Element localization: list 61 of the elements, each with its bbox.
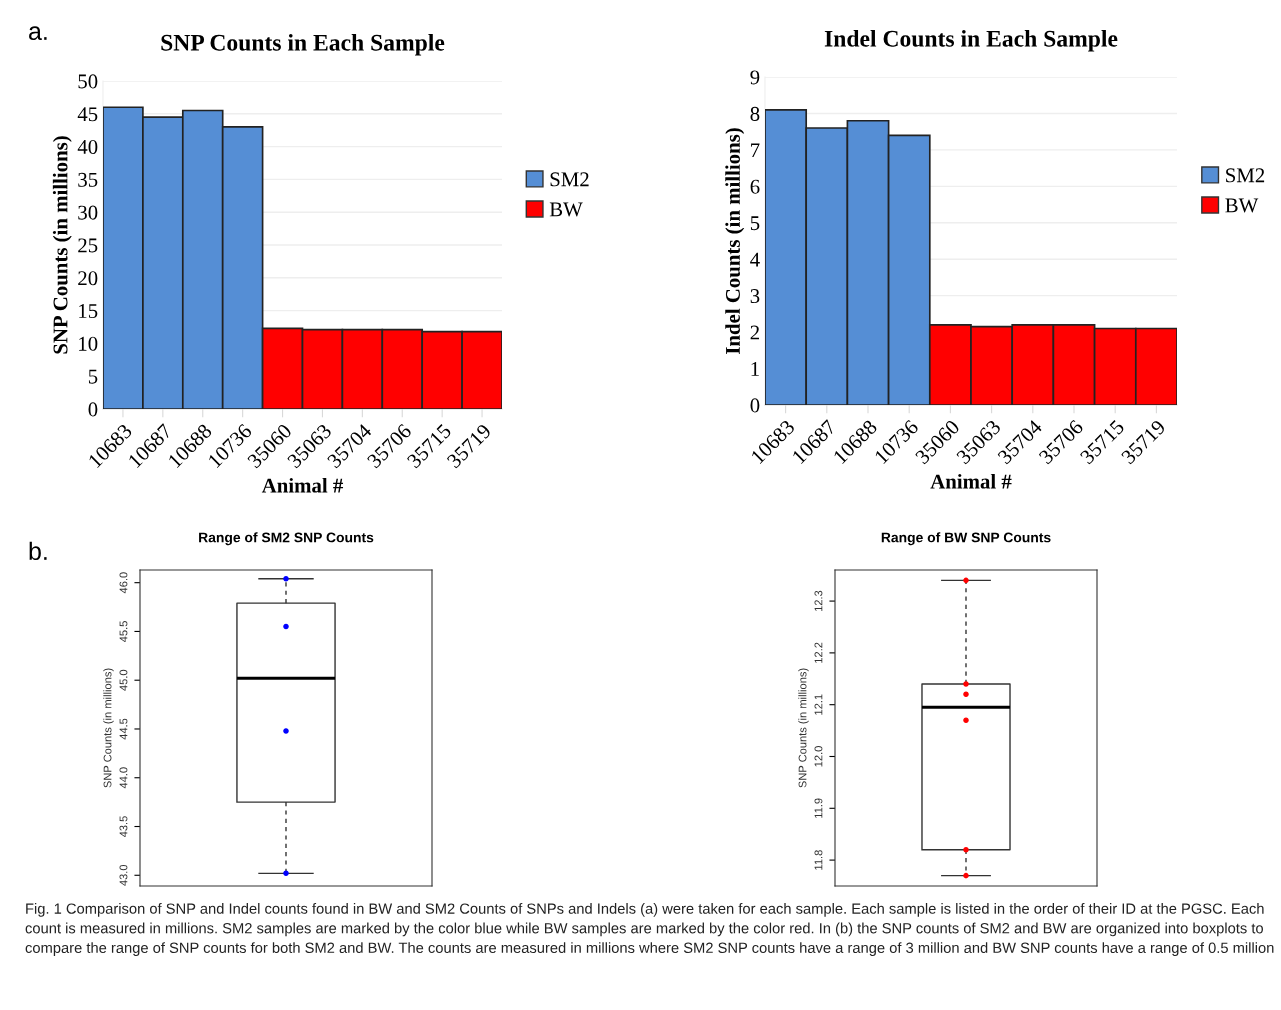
y-tick-label: 30 — [78, 205, 98, 220]
chart-title: Indel Counts in Each Sample — [824, 30, 1118, 52]
chart-title: Range of SM2 SNP Counts — [199, 532, 374, 546]
legend-label: SM2 — [550, 172, 589, 187]
point — [963, 846, 969, 853]
y-tick-label: 2 — [750, 325, 759, 340]
y-tick-label: 50 — [78, 74, 98, 89]
y-tick-label: 12.3 — [814, 590, 823, 612]
point — [283, 870, 289, 877]
y-tick-label: 8 — [750, 106, 760, 121]
chart-title: Range of BW SNP Counts — [881, 532, 1051, 546]
legend-label: BW — [1225, 198, 1259, 213]
y-tick-label: 40 — [77, 139, 98, 155]
legend-label: SM2 — [1226, 168, 1265, 183]
legend-label: BW — [549, 202, 583, 217]
y-tick-label: 15 — [79, 304, 98, 319]
y-axis-title: Indel Counts (in millions) — [725, 128, 745, 355]
y-tick-label: 12.0 — [814, 746, 823, 767]
y-tick-label: 20 — [78, 271, 98, 286]
point — [283, 728, 289, 734]
y-tick-label: 6 — [750, 179, 760, 194]
y-tick-label: 3 — [750, 289, 760, 304]
y-tick-label: 43.5 — [119, 816, 128, 838]
y-tick-label: 46.0 — [119, 572, 128, 594]
point — [283, 575, 289, 582]
y-tick-label: 0 — [750, 398, 760, 413]
y-tick-label: 11.8 — [814, 850, 823, 870]
chart-title: SNP Counts in Each Sample — [161, 34, 445, 56]
y-axis-title: SNP Counts (in millions) — [798, 668, 809, 788]
x-axis-title: Animal # — [930, 473, 1012, 489]
y-axis-title: SNP Counts (in millions) — [52, 136, 72, 354]
y-tick-label: 45 — [77, 107, 98, 122]
y-axis-title: SNP Counts (in millions) — [103, 668, 114, 788]
point — [963, 691, 969, 698]
y-tick-label: 35 — [78, 172, 98, 187]
text: b. — [29, 541, 47, 561]
y-tick-label: 5 — [88, 369, 98, 384]
caption: Fig. 1 Comparison of SNP and Indel counts found in BW and SM2 Counts of SNPs and Indels (a) were taken for each sample. Each sample is listed in the order of their ID at the PGSC. Each count is measured in millions. SM2 samples are marked by the color blue while BW samples are marked by the color red. In (b) the SNP counts of SM2 and BW are organized into boxplots to compare the range of SNP counts for both SM2 and BW. The counts are measured in millions where SM2 SNP counts have a range of 3 million and BW SNP counts have a range of 0.5 million — [25, 903, 1274, 956]
y-tick-label: 0 — [88, 402, 98, 417]
y-tick-label: 43.0 — [119, 864, 128, 886]
point — [963, 717, 969, 724]
y-tick-label: 44.0 — [119, 767, 128, 789]
y-tick-label: 45.5 — [119, 621, 128, 642]
point — [963, 681, 969, 687]
point — [283, 623, 289, 630]
y-tick-label: 11.9 — [814, 798, 823, 818]
y-tick-label: 44.5 — [119, 718, 128, 740]
point — [963, 577, 969, 584]
y-tick-label: 4 — [750, 252, 760, 267]
y-tick-label: 10 — [79, 336, 98, 351]
y-tick-label: 1 — [751, 362, 759, 376]
y-tick-label: 7 — [751, 143, 760, 158]
x-axis-title: Animal # — [261, 477, 344, 493]
text: a. — [29, 26, 47, 41]
y-tick-label: 12.2 — [814, 642, 823, 663]
y-tick-label: 45.0 — [119, 669, 128, 691]
y-tick-label: 5 — [750, 216, 760, 231]
y-tick-label: 12.1 — [814, 694, 823, 715]
point — [963, 872, 969, 879]
y-tick-label: 25 — [78, 238, 98, 253]
y-tick-label: 9 — [750, 70, 760, 85]
